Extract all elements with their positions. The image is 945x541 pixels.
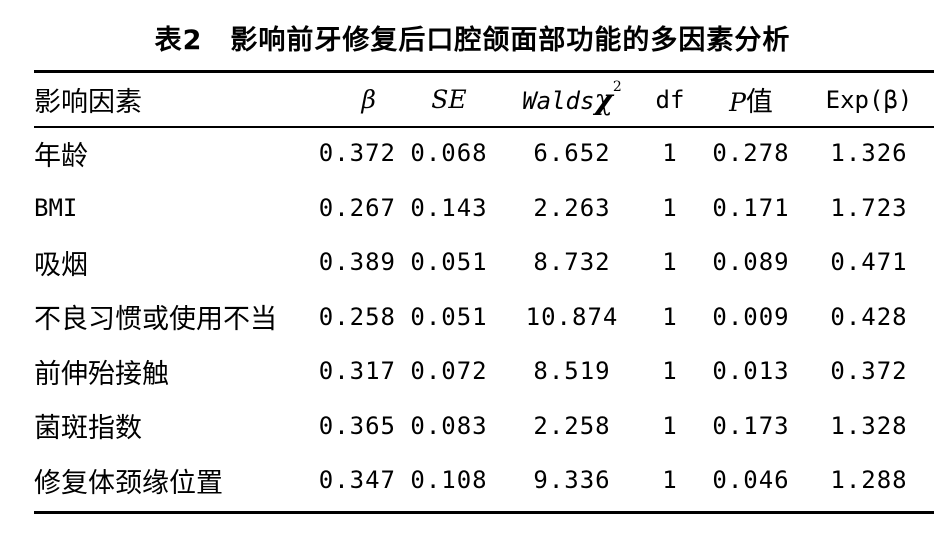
row-se: 0.072 bbox=[410, 357, 488, 386]
row-exp-beta: 1.326 bbox=[830, 139, 908, 168]
row-walds-chi2: 6.652 bbox=[533, 139, 611, 168]
row-exp-beta: 1.328 bbox=[830, 411, 908, 440]
bottom-rule bbox=[34, 511, 934, 514]
row-p-value: 0.278 bbox=[712, 139, 790, 168]
row-factor: 前伸殆接触 bbox=[34, 358, 169, 390]
row-walds-chi2: 8.519 bbox=[533, 357, 611, 386]
row-beta: 0.372 bbox=[318, 139, 396, 168]
row-walds-chi2: 8.732 bbox=[533, 248, 611, 277]
row-df: 1 bbox=[662, 411, 678, 440]
row-se: 0.068 bbox=[410, 139, 488, 168]
row-df: 1 bbox=[662, 357, 678, 386]
header-exp-beta: Exp(β) bbox=[825, 85, 913, 114]
row-beta: 0.365 bbox=[318, 411, 396, 440]
row-walds-chi2: 2.263 bbox=[533, 193, 611, 222]
header-beta: β bbox=[361, 85, 376, 114]
row-p-value: 0.009 bbox=[712, 302, 790, 331]
table-row: 菌斑指数 0.365 0.083 2.258 1 0.173 1.328 bbox=[34, 399, 934, 454]
row-exp-beta: 0.372 bbox=[830, 357, 908, 386]
row-p-value: 0.013 bbox=[712, 357, 790, 386]
table-row: 前伸殆接触 0.317 0.072 8.519 1 0.013 0.372 bbox=[34, 344, 934, 399]
row-factor: 年龄 bbox=[34, 140, 88, 172]
row-factor: 吸烟 bbox=[34, 249, 88, 281]
row-df: 1 bbox=[662, 302, 678, 331]
table-row: 修复体颈缘位置 0.347 0.108 9.336 1 0.046 1.288 bbox=[34, 453, 934, 508]
row-df: 1 bbox=[662, 193, 678, 222]
top-rule bbox=[34, 70, 934, 73]
row-exp-beta: 1.288 bbox=[830, 466, 908, 495]
row-exp-beta: 0.428 bbox=[830, 302, 908, 331]
row-factor: BMI bbox=[34, 193, 78, 222]
header-p-value: P值 bbox=[729, 87, 773, 118]
header-se: SE bbox=[431, 85, 467, 114]
row-p-value: 0.173 bbox=[712, 411, 790, 440]
header-df: df bbox=[655, 85, 685, 114]
row-se: 0.051 bbox=[410, 302, 488, 331]
row-df: 1 bbox=[662, 248, 678, 277]
regression-table: 影响因素 β SE Waldsχ2 df P值 Exp(β) 年龄 0.372 0.… bbox=[34, 73, 934, 508]
row-factor: 修复体颈缘位置 bbox=[34, 467, 223, 499]
row-beta: 0.317 bbox=[318, 357, 396, 386]
table-row: BMI 0.267 0.143 2.263 1 0.171 1.723 bbox=[34, 181, 934, 236]
row-p-value: 0.046 bbox=[712, 466, 790, 495]
row-p-value: 0.171 bbox=[712, 193, 790, 222]
table-title: 表2 影响前牙修复后口腔颌面部功能的多因素分析 bbox=[154, 25, 791, 56]
row-walds-chi2: 9.336 bbox=[533, 466, 611, 495]
row-factor: 菌斑指数 bbox=[34, 413, 142, 445]
row-beta: 0.347 bbox=[318, 466, 396, 495]
row-df: 1 bbox=[662, 139, 678, 168]
row-p-value: 0.089 bbox=[712, 248, 790, 277]
table-row: 不良习惯或使用不当 0.258 0.051 10.874 1 0.009 0.428 bbox=[34, 290, 934, 345]
header-factor: 影响因素 bbox=[34, 87, 142, 118]
row-walds-chi2: 10.874 bbox=[525, 302, 619, 331]
header-walds-chi2: Waldsχ2 bbox=[522, 79, 622, 116]
row-se: 0.108 bbox=[410, 466, 488, 495]
row-walds-chi2: 2.258 bbox=[533, 411, 611, 440]
table-row: 吸烟 0.389 0.051 8.732 1 0.089 0.471 bbox=[34, 235, 934, 290]
table-header-row: 影响因素 β SE Waldsχ2 df P值 Exp(β) bbox=[34, 73, 934, 126]
row-exp-beta: 0.471 bbox=[830, 248, 908, 277]
row-se: 0.143 bbox=[410, 193, 488, 222]
row-beta: 0.258 bbox=[318, 302, 396, 331]
row-df: 1 bbox=[662, 466, 678, 495]
row-beta: 0.389 bbox=[318, 248, 396, 277]
row-factor: 不良习惯或使用不当 bbox=[34, 304, 277, 336]
row-exp-beta: 1.723 bbox=[830, 193, 908, 222]
row-se: 0.051 bbox=[410, 248, 488, 277]
row-beta: 0.267 bbox=[318, 193, 396, 222]
table-row: 年龄 0.372 0.068 6.652 1 0.278 1.326 bbox=[34, 126, 934, 181]
header-rule bbox=[34, 126, 934, 128]
row-se: 0.083 bbox=[410, 411, 488, 440]
